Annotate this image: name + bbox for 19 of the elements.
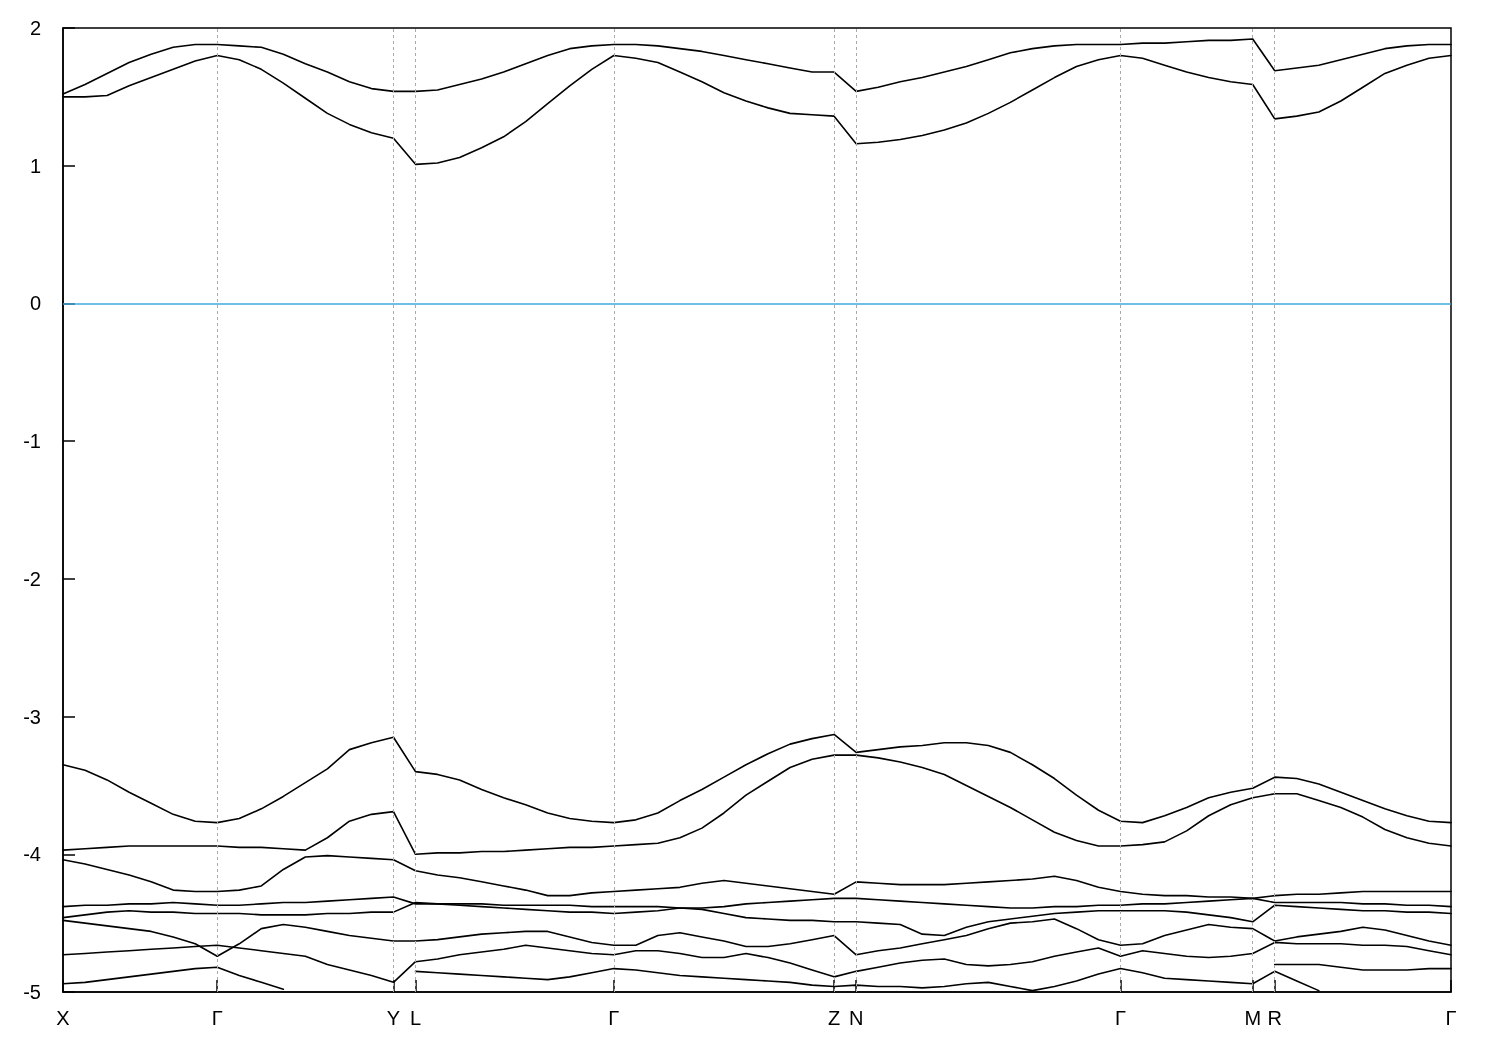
x-tick-label: Γ [1445,1007,1457,1029]
y-tick-label: 2 [29,17,41,39]
x-tick-label: Z [828,1007,841,1029]
y-tick-label: -5 [23,981,41,1003]
x-tick-label: L [409,1007,422,1029]
y-tick-label: -2 [23,567,41,590]
x-tick-label: Γ [211,1007,223,1029]
x-tick-label: Γ [1115,1007,1127,1029]
x-tick-label: Y [386,1007,401,1029]
y-tick-label: 1 [29,154,41,177]
x-tick-label: N [848,1007,864,1029]
y-tick-label: -3 [23,705,41,728]
y-tick-label: -1 [23,430,41,453]
x-tick-label: Γ [608,1007,620,1029]
x-tick-label: R [1267,1007,1282,1029]
x-tick-label: X [56,1007,70,1029]
y-tick-label: -4 [23,843,41,866]
x-tick-label: M [1244,1007,1262,1029]
y-tick-label: 0 [29,292,41,315]
